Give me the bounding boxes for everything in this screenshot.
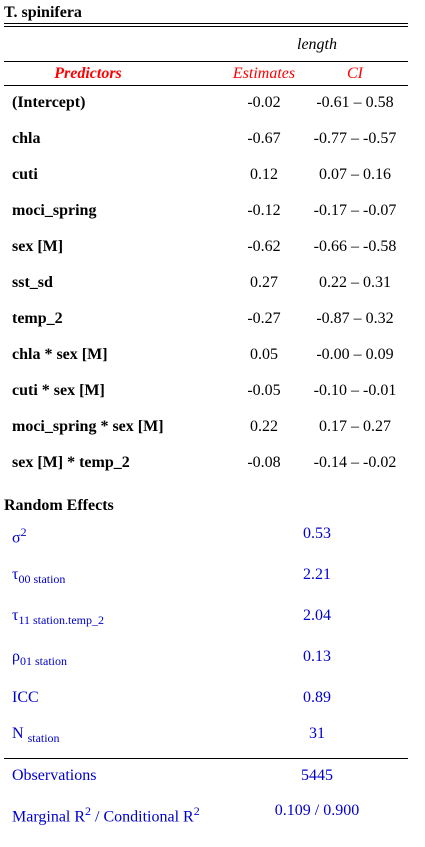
ci-value: -0.10 – -0.01 <box>313 382 397 399</box>
table-row: moci_spring * sex [M] 0.22 0.17 – 0.27 <box>0 418 425 438</box>
predictor-name: sex [M] <box>12 238 64 255</box>
predictor-name: (Intercept) <box>12 94 86 111</box>
estimates-header: Estimates <box>232 65 296 82</box>
predictor-name: sex [M] * temp_2 <box>12 454 130 471</box>
estimate-value: 0.22 <box>250 418 278 435</box>
estimate-value: -0.62 <box>247 238 281 255</box>
table-row: cuti * sex [M] -0.05 -0.10 – -0.01 <box>0 382 425 402</box>
estimate-value: -0.02 <box>247 94 281 111</box>
tau00-value: 2.21 <box>303 566 331 583</box>
ci-header: CI <box>347 65 363 82</box>
ci-value: -0.17 – -0.07 <box>313 202 397 219</box>
predictor-name: sst_sd <box>12 274 53 291</box>
r2-value: 0.109 / 0.900 <box>274 802 360 819</box>
top-rule-1 <box>4 23 408 24</box>
estimate-value: -0.27 <box>247 310 281 327</box>
predictor-name: cuti <box>12 166 38 183</box>
icc-label: ICC <box>12 689 39 706</box>
predictor-name: cuti * sex [M] <box>12 382 105 399</box>
predictor-name: chla <box>12 130 41 147</box>
tau00-label: τ00 station <box>12 566 66 587</box>
predictor-name: moci_spring * sex [M] <box>12 418 164 435</box>
r2-label: Marginal R2 / Conditional R2 <box>12 804 200 826</box>
estimate-value: 0.12 <box>250 166 278 183</box>
random-effects-title: Random Effects <box>4 497 114 514</box>
tau11-label: τ11 station.temp_2 <box>12 607 104 628</box>
estimate-value: -0.05 <box>247 382 281 399</box>
dv-underline <box>4 61 408 62</box>
table-row: sex [M] * temp_2 -0.08 -0.14 – -0.02 <box>0 454 425 474</box>
icc-value: 0.89 <box>303 689 331 706</box>
sigma2-value: 0.53 <box>303 525 331 542</box>
table-row: sex [M] -0.62 -0.66 – -0.58 <box>0 238 425 258</box>
table-row: moci_spring -0.12 -0.17 – -0.07 <box>0 202 425 222</box>
table-row: temp_2 -0.27 -0.87 – 0.32 <box>0 310 425 330</box>
estimate-value: -0.12 <box>247 202 281 219</box>
ci-value: -0.00 – 0.09 <box>316 346 394 363</box>
rho01-label: ρ01 station <box>12 648 67 669</box>
estimate-value: 0.27 <box>250 274 278 291</box>
predictor-name: temp_2 <box>12 310 63 327</box>
predictor-name: chla * sex [M] <box>12 346 108 363</box>
ci-value: 0.17 – 0.27 <box>319 418 391 435</box>
estimate-value: 0.05 <box>250 346 278 363</box>
ci-value: -0.61 – 0.58 <box>316 94 394 111</box>
n-label: N station <box>12 725 60 746</box>
tau11-value: 2.04 <box>303 607 331 624</box>
predictors-header: Predictors <box>54 65 122 82</box>
ci-value: -0.14 – -0.02 <box>313 454 397 471</box>
observations-label: Observations <box>12 767 97 784</box>
rho01-value: 0.13 <box>303 648 331 665</box>
table-row: chla * sex [M] 0.05 -0.00 – 0.09 <box>0 346 425 366</box>
top-rule-2 <box>4 26 408 27</box>
table-row: sst_sd 0.27 0.22 – 0.31 <box>0 274 425 294</box>
table-row: chla -0.67 -0.77 – -0.57 <box>0 130 425 150</box>
sigma2-label: σ2 <box>12 525 27 547</box>
observations-value: 5445 <box>301 767 333 784</box>
n-value: 31 <box>309 725 325 742</box>
dependent-variable-header: length <box>297 36 337 53</box>
ci-value: -0.77 – -0.57 <box>313 130 397 147</box>
random-effects-rule <box>4 758 408 759</box>
ci-value: 0.07 – 0.16 <box>319 166 391 183</box>
table-row: (Intercept) -0.02 -0.61 – 0.58 <box>0 94 425 114</box>
ci-value: 0.22 – 0.31 <box>319 274 391 291</box>
table-caption: T. spinifera <box>4 4 82 21</box>
ci-value: -0.87 – 0.32 <box>316 310 394 327</box>
estimate-value: -0.67 <box>247 130 281 147</box>
header-underline <box>4 85 408 86</box>
table-row: cuti 0.12 0.07 – 0.16 <box>0 166 425 186</box>
predictor-name: moci_spring <box>12 202 97 219</box>
ci-value: -0.66 – -0.58 <box>313 238 397 255</box>
estimate-value: -0.08 <box>247 454 281 471</box>
